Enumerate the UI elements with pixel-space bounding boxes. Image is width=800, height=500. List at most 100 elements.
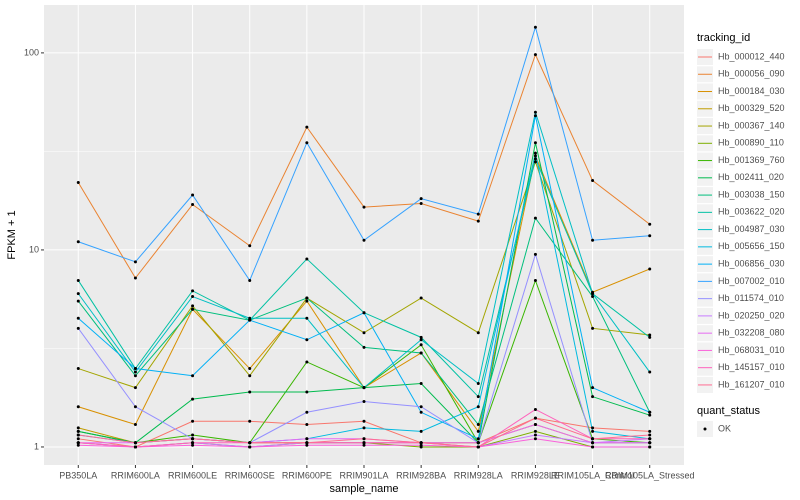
data-point: [76, 441, 80, 445]
data-point: [191, 289, 195, 293]
data-point: [362, 400, 366, 404]
data-point: [133, 445, 137, 449]
legend-label: Hb_161207_010: [718, 379, 785, 389]
data-point: [591, 238, 595, 242]
data-point: [419, 441, 423, 445]
point-legend-title: quant_status: [697, 405, 760, 417]
data-point: [248, 244, 252, 248]
x-tick-label: RRIM600LE: [168, 470, 217, 480]
data-point: [419, 197, 423, 201]
data-point: [419, 338, 423, 342]
data-point: [191, 203, 195, 207]
legend-label: Hb_032208_080: [718, 328, 785, 338]
data-point: [248, 374, 252, 378]
legend-label: Hb_007002_010: [718, 276, 785, 286]
x-axis-title: sample_name: [329, 483, 398, 495]
data-point: [305, 360, 309, 364]
legend-label: Hb_145157_010: [718, 362, 785, 372]
legend-label: Hb_003622_020: [718, 207, 785, 217]
data-point: [533, 423, 537, 427]
data-point: [191, 419, 195, 423]
data-point: [533, 25, 537, 29]
data-point: [591, 326, 595, 330]
data-point: [76, 316, 80, 320]
data-point: [133, 441, 137, 445]
data-point: [533, 416, 537, 420]
x-tick-label: RRIM600SE: [225, 470, 275, 480]
data-point: [648, 234, 652, 238]
data-point: [248, 318, 252, 322]
legend-label: Hb_068031_010: [718, 345, 785, 355]
legend-point: [703, 427, 707, 431]
data-point: [362, 311, 366, 315]
x-tick-label: RRIM928BA: [396, 470, 446, 480]
data-point: [305, 257, 309, 261]
data-point: [419, 410, 423, 414]
data-point: [133, 367, 137, 371]
data-point: [362, 345, 366, 349]
data-point: [533, 437, 537, 441]
data-point: [76, 405, 80, 409]
data-point: [305, 141, 309, 145]
data-point: [533, 110, 537, 114]
data-point: [591, 426, 595, 430]
data-point: [133, 370, 137, 374]
data-point: [362, 205, 366, 209]
legend-label: Hb_000329_520: [718, 103, 785, 113]
data-point: [305, 410, 309, 414]
legend-label: Hb_004987_030: [718, 224, 785, 234]
data-point: [248, 278, 252, 282]
data-point: [305, 296, 309, 300]
data-point: [76, 443, 80, 447]
data-point: [533, 114, 537, 118]
data-point: [476, 429, 480, 433]
data-point: [591, 295, 595, 299]
data-point: [191, 304, 195, 308]
data-point: [191, 397, 195, 401]
data-point: [419, 343, 423, 347]
legend-label: Hb_011574_010: [718, 293, 784, 303]
data-point: [476, 212, 480, 216]
data-point: [133, 276, 137, 280]
data-point: [591, 179, 595, 183]
data-point: [248, 419, 252, 423]
data-point: [362, 426, 366, 430]
y-axis-title: FPKM + 1: [6, 210, 18, 259]
data-point: [533, 433, 537, 437]
y-tick-label: 1: [34, 441, 39, 451]
y-tick-label: 100: [24, 47, 39, 57]
data-point: [419, 202, 423, 206]
x-tick-label: RRIM105LA_Stressed: [605, 470, 695, 480]
data-point: [133, 260, 137, 264]
data-point: [76, 437, 80, 441]
data-point: [533, 429, 537, 433]
data-point: [648, 370, 652, 374]
data-point: [76, 326, 80, 330]
data-point: [305, 423, 309, 427]
legend-label: OK: [718, 423, 731, 433]
data-point: [419, 443, 423, 447]
data-point: [305, 437, 309, 441]
data-point: [533, 160, 537, 164]
x-tick-label: RRIM600PE: [282, 470, 332, 480]
data-point: [362, 419, 366, 423]
data-point: [533, 278, 537, 282]
data-point: [533, 141, 537, 145]
data-point: [191, 307, 195, 311]
data-point: [476, 423, 480, 427]
data-point: [248, 390, 252, 394]
data-point: [419, 405, 423, 409]
data-point: [305, 390, 309, 394]
data-point: [191, 443, 195, 447]
data-point: [76, 180, 80, 184]
data-point: [133, 386, 137, 390]
data-point: [191, 374, 195, 378]
legend-label: Hb_020250_020: [718, 310, 785, 320]
data-point: [591, 386, 595, 390]
data-point: [476, 219, 480, 223]
legend-label: Hb_000184_030: [718, 86, 785, 96]
data-point: [591, 292, 595, 296]
data-point: [533, 53, 537, 57]
data-point: [533, 252, 537, 256]
legend-label: Hb_000367_140: [718, 120, 785, 130]
